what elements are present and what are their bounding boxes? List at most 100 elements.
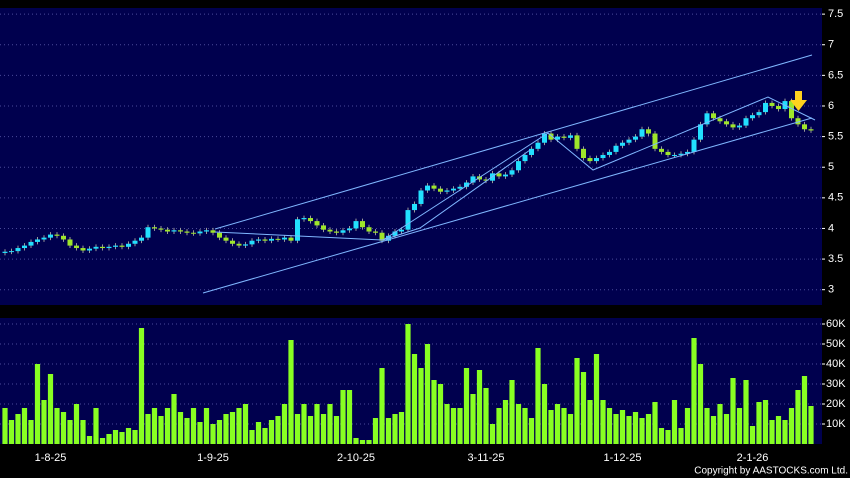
volume-bar (197, 422, 203, 444)
candle-body (197, 231, 203, 234)
volume-bar (561, 408, 567, 444)
candle-body (295, 219, 300, 241)
volume-bar (171, 394, 177, 444)
volume-bar (730, 378, 736, 444)
volume-bar (580, 372, 587, 444)
candle-body (470, 176, 476, 183)
candle-body (704, 113, 710, 125)
volume-bar (15, 414, 21, 444)
candle-body (750, 115, 755, 119)
volume-bar (470, 394, 476, 444)
candle-body (106, 246, 112, 249)
volume-bar (333, 416, 340, 444)
volume-bar (457, 408, 463, 444)
volume-bar (788, 408, 795, 444)
volume-bar (743, 380, 749, 444)
volume-bar (795, 390, 801, 444)
candle-body (165, 229, 170, 232)
volume-bar (177, 412, 184, 444)
candle-body (184, 231, 190, 233)
volume-bar (749, 426, 756, 444)
candle-body (334, 231, 339, 233)
candle-body (516, 161, 521, 171)
volume-bar (372, 418, 379, 444)
volume-bar (210, 424, 216, 444)
candle-body (607, 151, 612, 155)
volume-bar (112, 430, 119, 444)
volume-bar (353, 438, 359, 444)
candle-body (9, 251, 14, 253)
channel-upper (214, 54, 813, 230)
candle-body (314, 221, 320, 226)
candle-body (22, 245, 27, 249)
candle-body (35, 239, 40, 242)
volume-bar (41, 400, 47, 444)
volume-bar (548, 410, 554, 444)
candle-body (457, 186, 463, 189)
candle-body (717, 118, 723, 122)
candle-body (74, 245, 79, 249)
candle-body (464, 182, 469, 187)
volume-bar (359, 440, 366, 444)
volume-bar (320, 414, 327, 444)
volume-bar (73, 404, 80, 444)
candle-body (119, 245, 125, 247)
volume-bar (606, 408, 613, 444)
volume-bar (385, 418, 392, 444)
channel-lower (202, 117, 813, 294)
candle-body (737, 125, 742, 128)
candle-body (80, 248, 86, 251)
volume-bar (424, 344, 431, 444)
candle-body (204, 230, 209, 232)
volume-bar (184, 418, 190, 444)
volume-bar (67, 420, 73, 444)
candle-body (210, 230, 216, 233)
volume-bar (717, 404, 723, 444)
y-tick-label: 4.5 (828, 192, 843, 204)
y2-tick-label: 60K (826, 318, 846, 330)
candle-body (230, 240, 235, 244)
y-tick-label: 5.5 (828, 131, 843, 143)
candle-body (61, 235, 66, 240)
volume-bar (418, 368, 424, 444)
candle-body (87, 248, 92, 251)
marks: 3 3.5 4 4.5 5 5.5 6 6.5 7 7.5 10K 20K 30K 40K 50K 60K 1-… (0, 8, 846, 464)
candle-body (678, 153, 684, 155)
volume-bar (775, 416, 782, 444)
volume-bar (346, 390, 353, 444)
candle-body (392, 231, 398, 236)
volume-bar (463, 368, 470, 444)
candle-body (321, 225, 326, 230)
volume-bar (93, 408, 99, 444)
volume-bar (639, 418, 645, 444)
volume-bar (684, 408, 691, 444)
candle-body (54, 234, 60, 236)
candle-body (529, 148, 534, 155)
volume-bar (86, 436, 93, 444)
volume-bar (587, 400, 593, 444)
volume-bar (327, 404, 333, 444)
candle-body (178, 230, 183, 232)
candle-body (217, 232, 222, 238)
candle-body (327, 229, 333, 232)
volume-bar (496, 408, 502, 444)
volume-bar (736, 408, 743, 444)
volume-bar (314, 404, 320, 444)
candle-body (522, 154, 528, 162)
volume-bar (483, 388, 489, 444)
volume-bar (541, 384, 548, 444)
volume-bar (255, 422, 262, 444)
volume-bar (567, 414, 574, 444)
volume-bar (106, 434, 112, 444)
x-tick-label: 1-12-25 (604, 452, 642, 464)
candle-body (730, 124, 736, 128)
volume-bar (145, 414, 151, 444)
candle-body (561, 136, 567, 138)
volume-bar (99, 438, 106, 444)
candle-body (763, 102, 768, 113)
price-panel (0, 8, 822, 305)
candle-body (542, 133, 547, 143)
volume-bar (164, 408, 171, 444)
volume-bar (301, 404, 307, 444)
